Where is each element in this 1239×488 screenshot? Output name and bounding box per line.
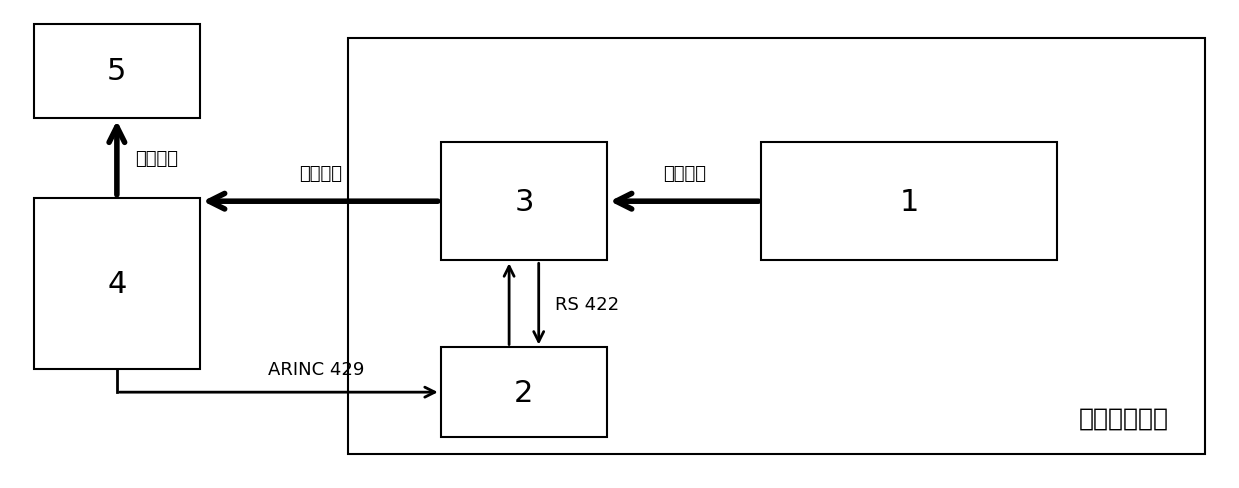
Text: 1: 1	[900, 187, 919, 216]
Text: 前视红外设备: 前视红外设备	[1078, 406, 1168, 430]
Bar	[33, 24, 201, 119]
Bar	[33, 198, 201, 369]
Bar	[348, 39, 1206, 454]
Bar	[761, 142, 1057, 261]
Text: 3: 3	[514, 187, 534, 216]
Text: 2: 2	[514, 378, 534, 407]
Text: 5: 5	[108, 57, 126, 86]
Text: 视频信号: 视频信号	[299, 164, 342, 183]
Text: 视频信号: 视频信号	[135, 149, 178, 167]
Text: 视频信号: 视频信号	[663, 164, 706, 183]
Bar	[441, 348, 607, 437]
Text: RS 422: RS 422	[555, 295, 618, 313]
Text: 4: 4	[108, 269, 126, 298]
Text: ARINC 429: ARINC 429	[268, 360, 364, 378]
Bar	[441, 142, 607, 261]
